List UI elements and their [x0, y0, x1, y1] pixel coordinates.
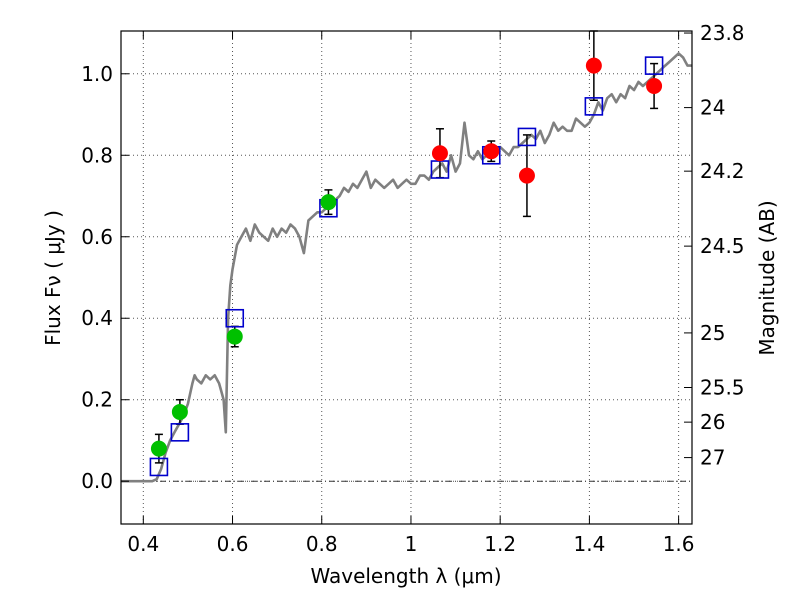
- model-square: [170, 423, 190, 442]
- y-tick-label: 1.0: [81, 62, 113, 86]
- green-data-point: [320, 194, 337, 211]
- right-tick-label: 24.2: [700, 159, 745, 183]
- observed-points: [150, 57, 663, 457]
- red-data-point: [585, 57, 602, 74]
- x-tick-label: 0.4: [127, 532, 159, 556]
- right-tick-label: 25: [700, 321, 725, 345]
- right-tick-label: 24: [700, 96, 725, 120]
- x-tick-label: 1: [405, 532, 418, 556]
- axis-ticks: [121, 31, 692, 524]
- model-spectrum: [121, 52, 692, 483]
- green-data-point: [150, 440, 167, 457]
- x-tick-label: 1.6: [663, 532, 695, 556]
- red-data-point: [646, 78, 663, 95]
- model-square: [517, 127, 537, 147]
- red-data-point: [483, 143, 500, 160]
- x-tick-label: 0.6: [217, 532, 249, 556]
- right-axis-title: Magnitude (AB): [755, 200, 779, 355]
- y-axis-title: Flux Fν ( μJy ): [41, 210, 65, 346]
- y-tick-label: 0.8: [81, 143, 113, 167]
- y-tick-label: 0.6: [81, 225, 113, 249]
- right-tick-label: 25.5: [700, 376, 745, 400]
- x-tick-label: 1.2: [484, 532, 516, 556]
- x-tick-label: 0.8: [306, 532, 338, 556]
- model-squares: [149, 56, 664, 477]
- right-tick-label: 24.5: [700, 234, 745, 258]
- model-square: [149, 457, 169, 477]
- right-tick-label: 23.8: [700, 21, 745, 45]
- red-data-point: [518, 167, 535, 184]
- model-square: [644, 56, 664, 75]
- y-tick-label: 0.4: [81, 306, 113, 330]
- model-square: [584, 97, 604, 116]
- x-tick-label: 1.4: [573, 532, 605, 556]
- x-axis-title: Wavelength λ (μm): [310, 564, 501, 588]
- model-square: [225, 308, 245, 328]
- right-tick-label: 26: [700, 410, 725, 434]
- green-data-point: [171, 403, 188, 420]
- green-data-point: [226, 328, 243, 345]
- right-tick-label: 27: [700, 446, 725, 470]
- red-data-point: [431, 145, 448, 162]
- y-tick-label: 0.0: [81, 469, 113, 493]
- y-tick-label: 0.2: [81, 388, 113, 412]
- tick-labels: 0.4 0.6 0.8 1 1.2 1.4 1.6 0.0 0.2 0.4 0.6 0.8 1.0 23.…: [81, 21, 744, 556]
- spectrum-line: [121, 52, 692, 483]
- plot-frame: [120, 30, 693, 525]
